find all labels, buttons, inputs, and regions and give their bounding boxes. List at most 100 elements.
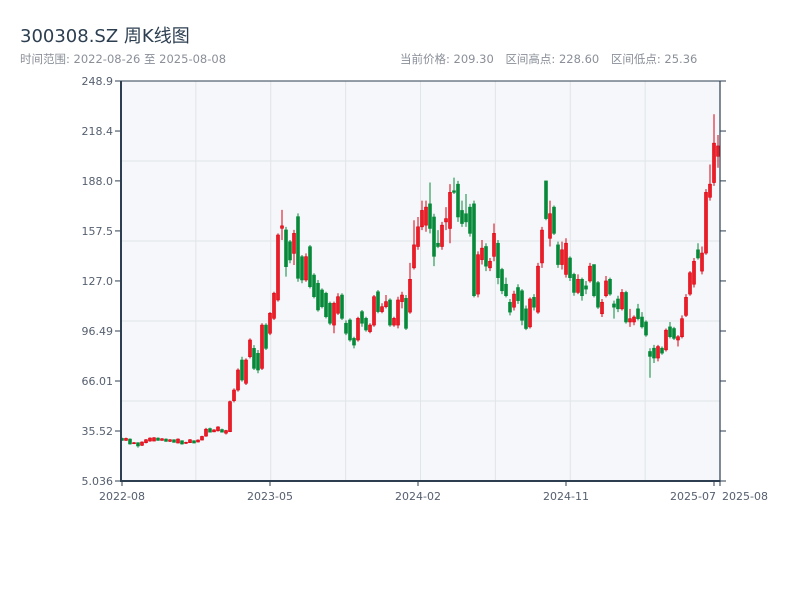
candle-body [244,359,248,384]
candle-down [568,256,572,281]
candles [120,114,720,448]
candle-body [448,192,452,229]
candle-body [608,279,612,295]
candle-down [136,442,140,448]
candle-down [308,245,312,289]
candle-body [612,303,616,308]
candle-body [668,326,672,338]
chart-title: 300308.SZ 周K线图 [20,26,190,47]
candle-body [408,279,412,313]
candle-down [340,293,344,320]
x-tick-label: 2024-02 [395,490,441,503]
candle-up [600,298,604,318]
y-tick-label: 35.52 [82,425,114,438]
candle-down [432,213,436,267]
candle-body [504,283,508,297]
candle-down [428,182,432,234]
candle-down [496,239,500,285]
candle-up [200,435,204,441]
candle-body [656,346,660,359]
candle-body [300,256,304,281]
candle-body [144,439,148,443]
candle-body [256,352,260,371]
candle-down [532,294,536,311]
candle-up [656,344,660,362]
candle-body [520,290,524,321]
candle-up [196,439,200,443]
candle-body [592,264,596,297]
candle-body [452,190,456,193]
candle-up [148,437,152,442]
candle-body [616,298,620,310]
candle-up [400,291,404,309]
candle-up [700,246,704,275]
candle-body [228,401,232,432]
candle-up [248,338,252,359]
candle-up [368,323,372,334]
candle-body [440,224,444,247]
candle-down [376,289,380,314]
candle-body [384,301,388,307]
candle-down [504,277,508,298]
candle-body [304,256,308,281]
candle-down [648,348,652,378]
candle-body [296,216,300,279]
date-range-text: 时间范围: 2022-08-26 至 2025-08-08 [20,52,227,66]
candle-body [404,298,408,329]
candle-up [184,441,188,444]
candle-up [492,223,496,262]
candle-body [660,347,664,354]
candle-body [716,145,720,157]
candle-body [192,440,196,444]
candle-down [468,203,472,237]
candle-down [312,273,316,299]
candle-down [484,243,488,272]
candle-body [640,316,644,328]
candle-down [320,288,324,309]
candle-down [624,290,628,324]
y-tick-label: 188.0 [82,175,114,188]
candle-body [424,206,428,226]
candle-body [364,318,368,331]
candle-down [652,344,656,363]
candle-body [480,247,484,260]
candle-body [552,206,556,234]
candle-down [404,295,408,330]
candle-up [632,315,636,326]
candle-body [392,318,396,326]
candle-body [632,316,636,323]
candle-body [544,180,548,219]
candle-body [620,292,624,310]
candle-up [424,200,428,232]
candle-up [212,429,216,433]
y-tick-label: 127.0 [82,275,114,288]
candle-body [180,440,184,445]
y-tick-label: 218.4 [82,125,114,138]
candle-body [388,299,392,326]
candle-down [172,439,176,443]
candle-up [224,429,228,435]
candle-up [160,438,164,441]
candle-body [344,322,348,334]
candle-down [524,305,528,331]
candle-body [708,183,712,198]
candle-down [516,284,520,304]
candle-body [488,260,492,269]
candle-down [208,427,212,433]
candle-body [336,296,340,314]
candle-down [460,200,464,227]
candle-body [400,294,404,302]
candle-down [596,280,600,309]
candle-body [248,339,252,358]
candle-body [136,442,140,447]
candle-down [452,177,456,195]
candle-body [564,242,568,275]
candle-up [188,439,192,444]
candle-body [372,296,376,326]
candle-up [176,438,180,444]
range-high: 区间高点: 228.60 [505,52,600,66]
candle-up [620,289,624,311]
candle-up [604,276,608,298]
candle-down [180,440,184,445]
grid-lines [121,81,720,481]
